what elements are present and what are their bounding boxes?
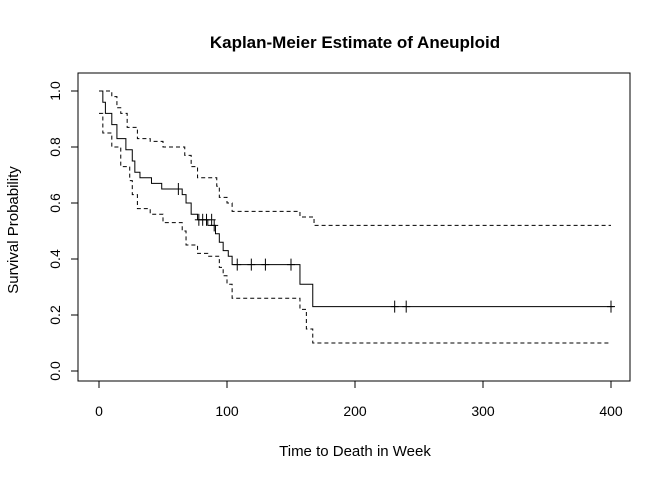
x-axis: 0 100 200 300 400 bbox=[95, 380, 623, 419]
y-tick-label: 0.2 bbox=[47, 305, 63, 325]
censor-mark bbox=[607, 300, 615, 313]
plot-frame bbox=[77, 72, 631, 382]
y-tick-label: 1.0 bbox=[47, 81, 63, 101]
y-axis-label: Survival Probability bbox=[5, 166, 22, 294]
estimate-curve bbox=[99, 90, 614, 308]
x-axis-label: Time to Death in Week bbox=[279, 443, 431, 460]
censor-mark bbox=[402, 300, 411, 313]
censor-mark bbox=[390, 300, 399, 313]
y-tick-label: 0.4 bbox=[47, 249, 63, 269]
plot-lines bbox=[99, 90, 614, 344]
upper-curve bbox=[99, 90, 611, 226]
chart-title: Kaplan-Meier Estimate of Aneuploid bbox=[210, 33, 500, 52]
y-tick-label: 0.6 bbox=[47, 193, 63, 213]
y-axis: 0.0 0.2 0.4 0.6 0.8 1.0 bbox=[47, 81, 79, 381]
x-tick-label: 300 bbox=[471, 403, 495, 419]
y-tick-label: 0.0 bbox=[47, 361, 63, 381]
censor-mark bbox=[287, 258, 295, 271]
x-tick-label: 400 bbox=[599, 403, 623, 419]
censor-marks bbox=[174, 183, 615, 313]
censor-mark bbox=[247, 258, 256, 271]
censor-mark bbox=[210, 219, 219, 232]
censor-mark bbox=[261, 258, 270, 271]
censor-mark bbox=[233, 258, 242, 271]
x-tick-label: 200 bbox=[343, 403, 367, 419]
censor-mark bbox=[174, 183, 183, 195]
lower-curve bbox=[99, 112, 611, 344]
x-tick-label: 0 bbox=[95, 403, 103, 419]
x-tick-label: 100 bbox=[215, 403, 239, 419]
y-tick-label: 0.8 bbox=[47, 137, 63, 157]
